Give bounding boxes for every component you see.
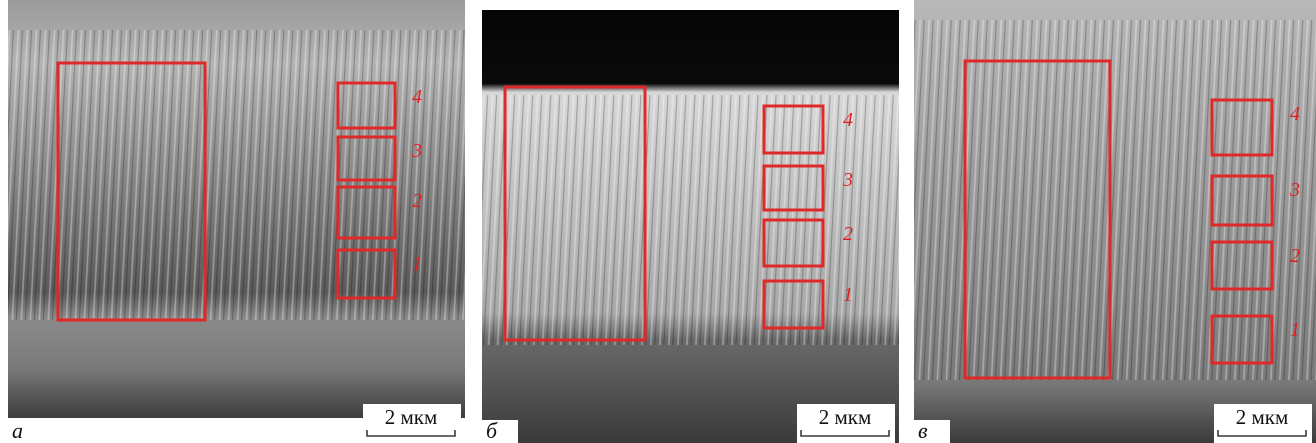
panels: 4 3 2 1 а 2 мкм 4 3 2 1 б 2 мкм 4 3 2 1 в 2 мкм [8,0,1316,443]
region-label: 2 [1290,245,1300,267]
nanowires [914,20,1316,380]
panel: 4 3 2 1 в 2 мкм [914,0,1316,443]
region-label: 2 [843,223,853,245]
panel: 4 3 2 1 б 2 мкм [482,10,899,443]
region-label: 1 [412,253,422,275]
region-label: 4 [843,109,853,131]
scale-bar-label: 2 мкм [1236,405,1289,429]
region-label: 3 [1289,179,1300,201]
region-label: 1 [1290,319,1300,341]
region-label: 2 [412,190,422,212]
panel-letter: а [12,418,23,443]
panel: 4 3 2 1 а 2 мкм [8,0,465,443]
region-label: 3 [842,169,853,191]
panel-letter: в [918,418,928,443]
scale-bar-label: 2 мкм [385,405,438,429]
scale-bar-label: 2 мкм [819,405,872,429]
region-label: 3 [411,140,422,162]
region-label: 1 [843,284,853,306]
region-label: 4 [412,86,422,108]
nanowires [482,95,899,345]
figure: 4 3 2 1 а 2 мкм 4 3 2 1 б 2 мкм 4 3 2 1 в 2 мкм [0,0,1316,443]
region-label: 4 [1290,103,1300,125]
panel-letter: б [486,418,498,443]
